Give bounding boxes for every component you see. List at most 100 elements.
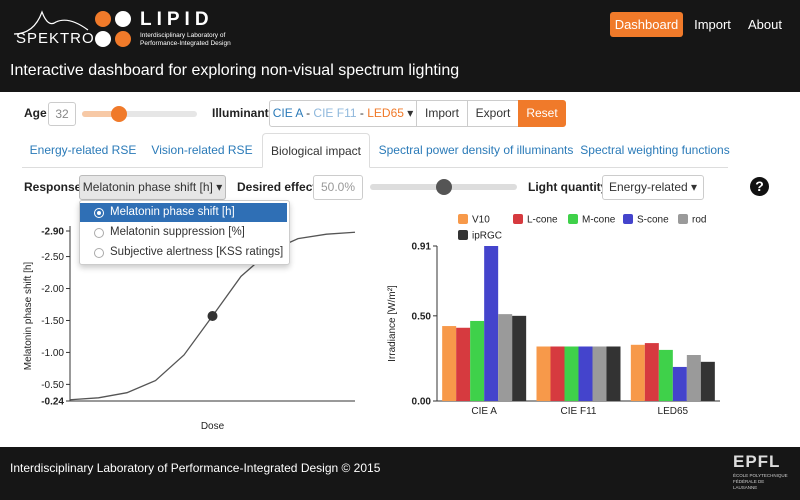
effect-slider-handle[interactable] [436,179,452,195]
bar [672,366,687,401]
nav-dashboard[interactable]: Dashboard [610,12,683,37]
legend-swatch [623,214,633,224]
bar [578,346,593,401]
illuminant: CIE A [272,106,303,120]
light-quantity-dropdown[interactable]: Energy-related ▾ [602,175,704,200]
bar [442,326,457,401]
bar [564,346,579,401]
bar [644,343,659,401]
page-title: Interactive dashboard for exploring non-… [10,62,460,79]
legend-swatch [678,214,688,224]
bar [536,346,551,401]
illuminants-label: Illuminants [212,106,276,120]
age-label: Age [24,106,47,120]
bar [456,327,471,401]
footer [0,447,800,500]
age-slider-handle[interactable] [111,106,127,122]
bar [470,320,485,401]
tab[interactable]: Energy-related RSE [29,143,137,157]
footer-logo: EPFL [733,452,781,471]
y-tick-label: 0.50 [412,311,432,322]
response-selected: Melatonin phase shift [h] [82,180,213,194]
import-button[interactable]: Import [416,100,468,127]
legend-label: M-cone [582,215,616,226]
legend-label: V10 [472,215,490,226]
bar-chart: 0.00 0.50 0.91 CIE A CIE F11 LED65 V10 L-cone M-… [387,214,720,417]
menu-item-text: Melatonin suppression [%] [110,226,245,238]
reset-button[interactable]: Reset [518,100,566,127]
tab[interactable]: Spectral weighting functions [580,143,730,157]
y-tick-label: 0.91 [412,242,432,253]
x-tick-label: LED65 [658,406,689,417]
desired-effect-input[interactable]: 50.0% [313,175,363,200]
y-tick-label: -1.50 [41,316,64,327]
nav-about[interactable]: About [748,17,782,32]
tab-line [22,167,728,168]
logo-lipid: LIPID [140,9,214,30]
y-tick-label: -2.00 [41,284,64,295]
y-axis-label: Melatonin phase shift [h] [23,262,34,371]
logo-curve [14,10,89,35]
legend-swatch [513,214,523,224]
bar [630,344,645,401]
legend-label: ipRGC [472,231,502,242]
age-slider-track [82,111,197,117]
y-tick-label: -2.50 [41,252,64,263]
legend-swatch [458,214,468,224]
age-input[interactable]: 32 [48,102,76,126]
age-slider-fill [82,111,120,117]
footer-logo-sub: ÉCOLE POLYTECHNIQUE FÉDÉRALE DE LAUSANNE [733,473,788,490]
illuminant: CIE F11 [313,106,357,120]
x-tick-label: CIE F11 [561,406,597,417]
bar [700,361,715,401]
help-icon[interactable]: ? [750,177,769,196]
logo-spektro: SPEKTRO [16,30,95,47]
legend-label: rod [692,215,706,226]
illuminants-dropdown[interactable]: CIE A - CIE F11 - LED65 ▾ [269,100,417,127]
y-axis-label: Irradiance [W/m²] [387,285,398,362]
export-button[interactable]: Export [467,100,519,127]
menu-item[interactable]: Subjective alertness [KSS ratings] [80,243,287,262]
tab-active[interactable]: Biological impact [262,133,370,168]
light-quantity-value: Energy-related [608,180,688,194]
desired-effect-label: Desired effect [237,180,317,194]
response-menu: Melatonin phase shift [h] Melatonin supp… [79,200,290,265]
legend-label: L-cone [527,215,558,226]
menu-item[interactable]: Melatonin phase shift [h] [80,203,287,222]
legend-swatch [458,230,468,240]
y-tick-label: -1.00 [41,348,64,359]
bar [658,349,673,401]
bar [512,315,527,401]
marker [207,311,218,321]
tab[interactable]: Spectral power density of illuminants [378,143,574,157]
line-chart: -2.90 -2.50 -2.00 -1.50 -1.00 -0.50 -0.24 Dose M… [23,226,356,432]
response-dropdown[interactable]: Melatonin phase shift [h] ▾ [79,175,226,200]
bar [592,346,607,401]
bar [484,246,499,401]
footer-text: Interdisciplinary Laboratory of Performa… [10,461,381,475]
nav-import[interactable]: Import [694,17,731,32]
menu-item-text: Melatonin phase shift [h] [110,206,235,218]
y-tick-label: -2.90 [41,227,64,238]
menu-item[interactable]: Melatonin suppression [%] [80,223,287,242]
y-tick-label: 0.00 [412,397,432,408]
tab[interactable]: Vision-related RSE [151,143,253,157]
logo-lipid-icon [95,11,131,47]
legend-swatch [568,214,578,224]
separator: - [306,106,311,120]
bar [606,346,621,401]
y-tick-label: -0.24 [41,397,64,408]
light-quantity-label: Light quantity [528,180,608,194]
bar [686,355,701,401]
illuminant: LED65 [367,106,404,120]
response-label: Response [24,180,82,194]
separator: - [359,106,364,120]
x-tick-label: CIE A [471,406,497,417]
bar [498,314,513,401]
logo-lipid-sub: Interdisciplinary Laboratory of Performa… [140,32,231,47]
legend-label: S-cone [637,215,669,226]
y-tick-label: -0.50 [41,380,64,391]
menu-item-text: Subjective alertness [KSS ratings] [110,246,284,258]
bar [550,346,565,401]
